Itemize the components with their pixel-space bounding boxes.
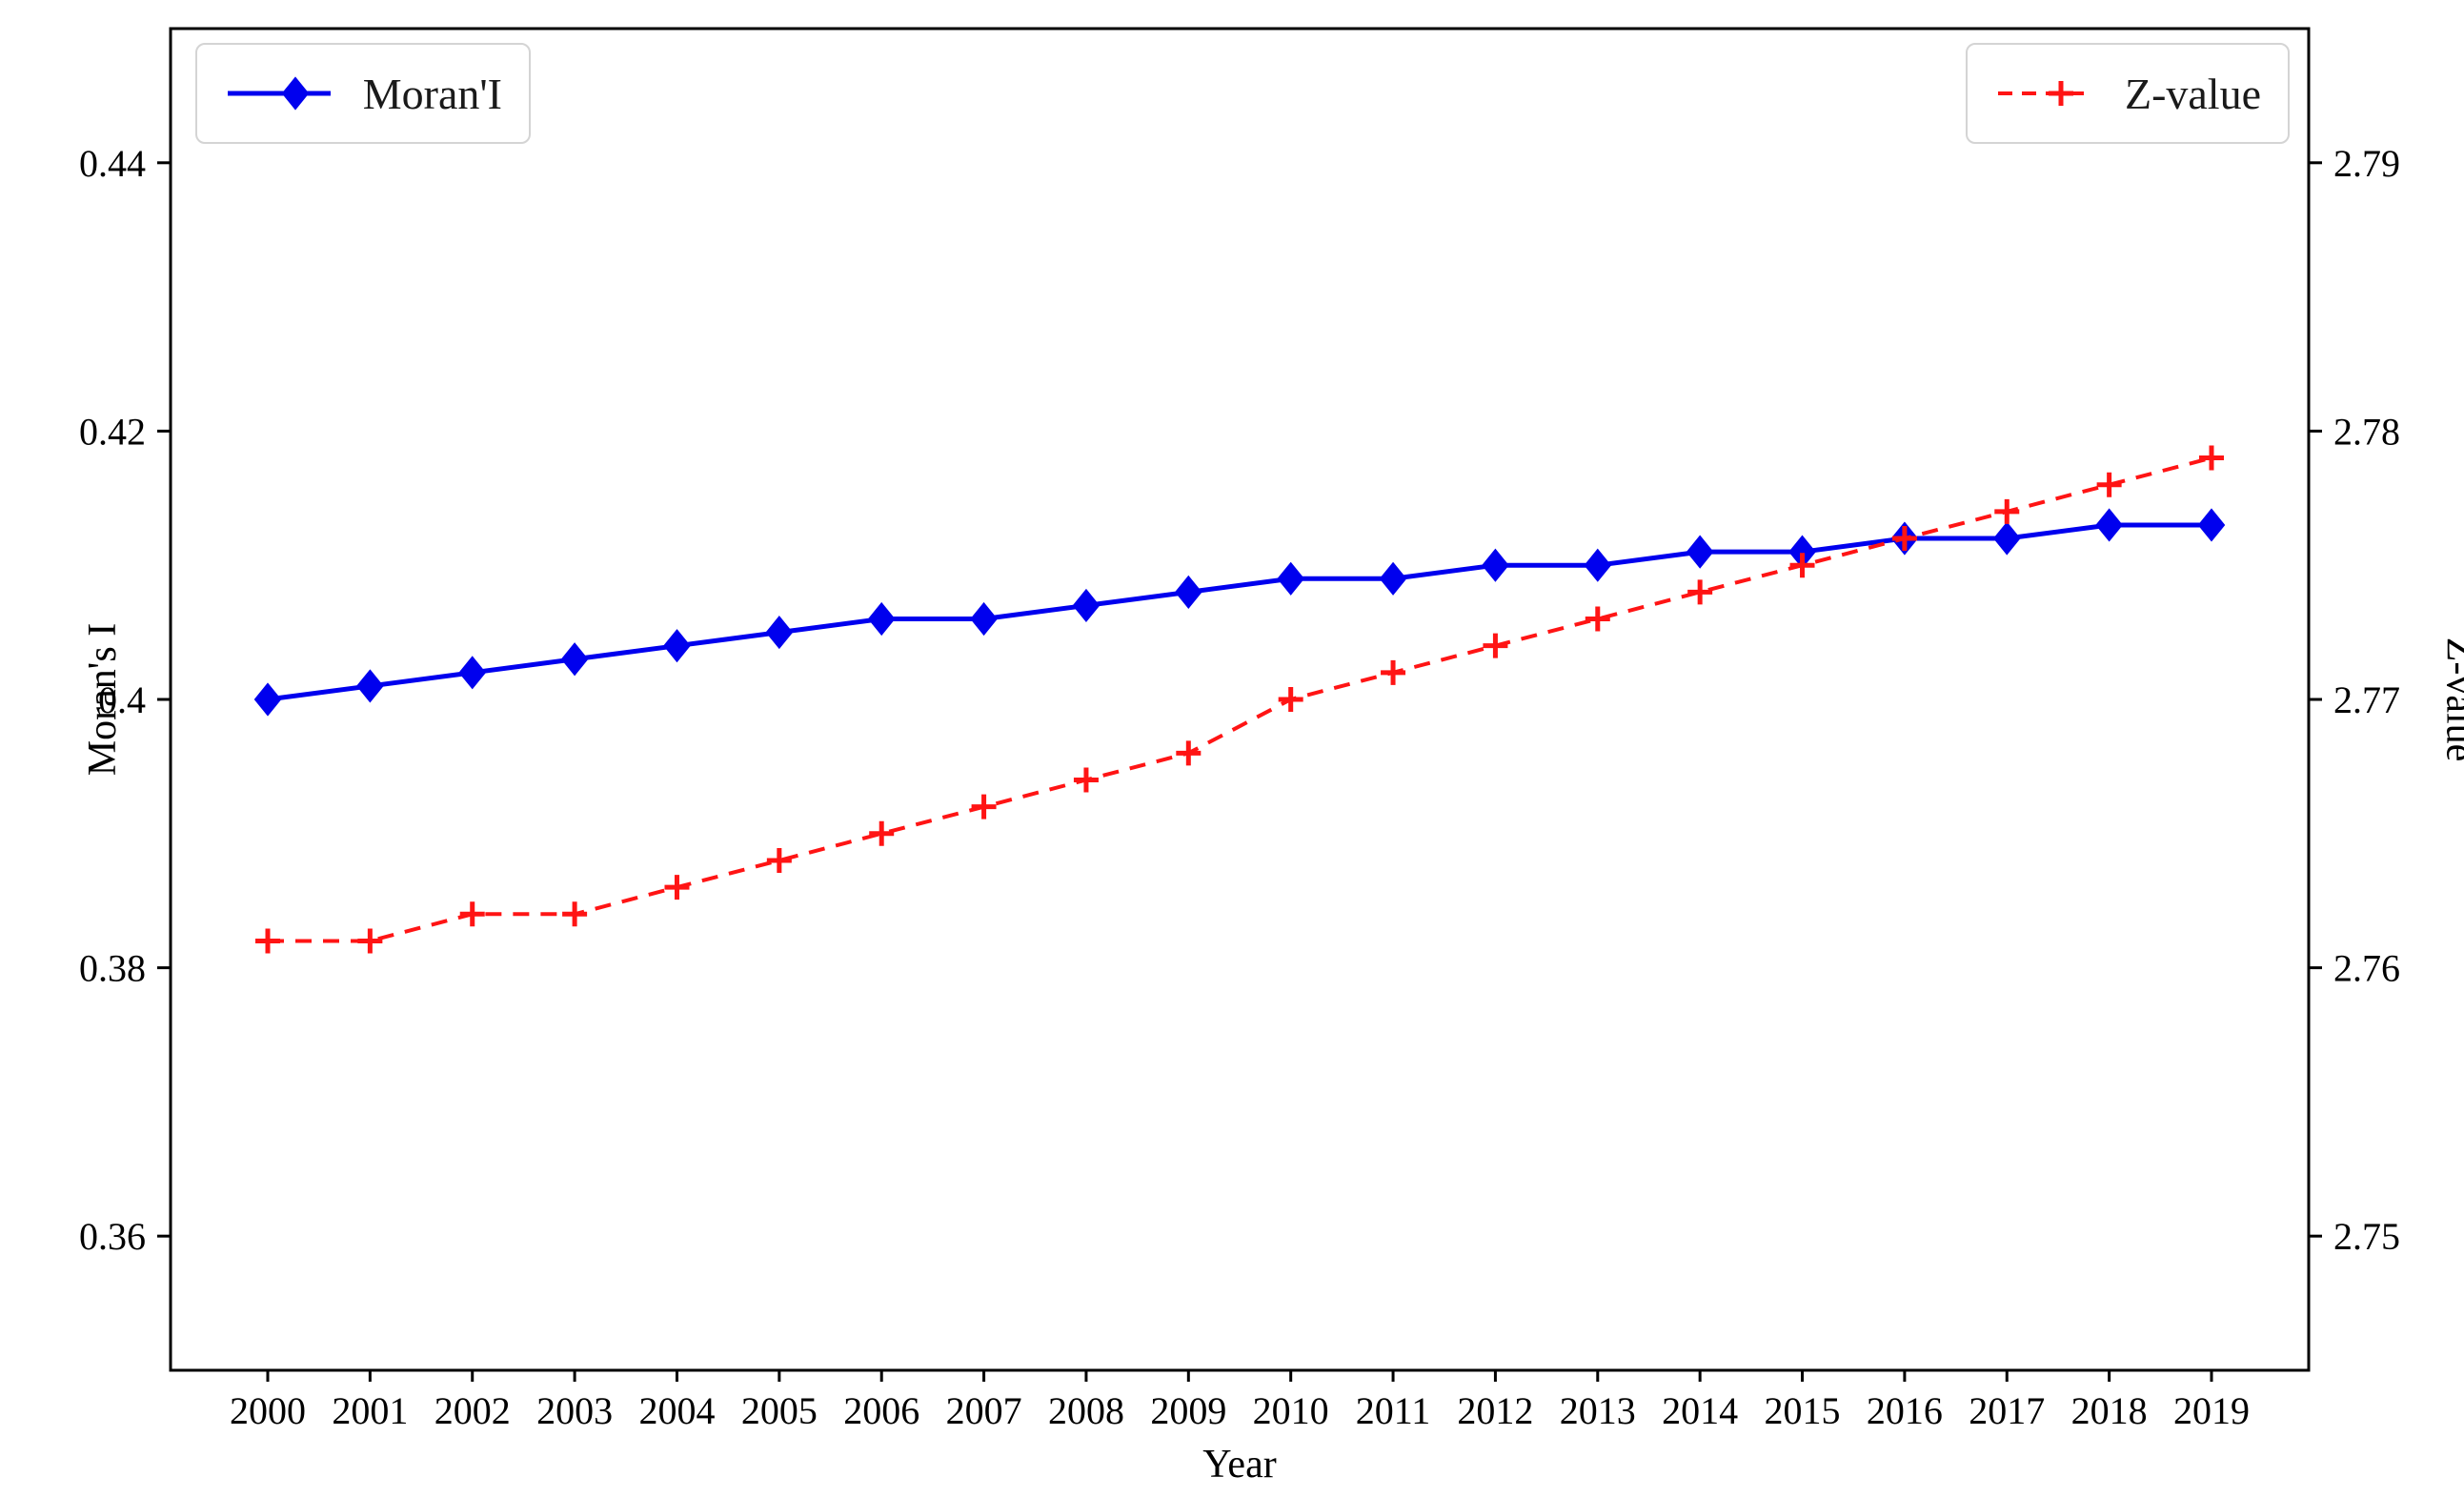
plus-marker — [255, 928, 280, 954]
plus-marker — [459, 901, 485, 927]
left-tick-label: 0.42 — [79, 410, 146, 453]
x-tick-label: 2012 — [1457, 1389, 1533, 1432]
plus-marker — [1278, 687, 1303, 712]
legend-morans-i: Moran'I — [195, 43, 531, 144]
plot-frame — [169, 27, 2311, 1372]
diamond-marker — [1277, 561, 1304, 596]
x-tick-label: 2003 — [536, 1389, 613, 1432]
diamond-marker — [1992, 521, 2021, 556]
x-tick-label: 2014 — [1662, 1389, 1738, 1432]
x-tick-label: 2004 — [638, 1389, 715, 1432]
plus-marker — [1073, 767, 1099, 793]
right-y-axis-label: Z-value — [2437, 637, 2464, 762]
diamond-marker — [1686, 535, 1714, 569]
diamond-marker — [253, 682, 282, 717]
diamond-marker — [970, 601, 998, 637]
right-tick-label: 2.75 — [2333, 1215, 2400, 1258]
x-tick-label: 2017 — [1969, 1389, 2045, 1432]
left-y-axis-label: Moran's I — [81, 622, 126, 777]
x-tick-label: 2008 — [1048, 1389, 1124, 1432]
series-morans-i — [253, 508, 2226, 717]
plus-marker — [1687, 579, 1713, 605]
legend-morans-i-label: Moran'I — [362, 69, 502, 118]
plus-marker — [664, 875, 690, 900]
diamond-marker — [1482, 548, 1509, 582]
x-tick-label: 2006 — [843, 1389, 919, 1432]
x-tick-label: 2019 — [2173, 1389, 2250, 1432]
diamond-marker — [663, 629, 691, 663]
plus-marker — [766, 847, 792, 873]
plus-marker — [1994, 498, 2020, 524]
series-line — [267, 522, 2212, 702]
left-tick-label: 0.36 — [79, 1215, 146, 1258]
plus-marker — [1585, 606, 1610, 632]
plus-marker — [357, 928, 383, 954]
x-tick-label: 2015 — [1765, 1389, 1841, 1432]
left-tick-label: 0.44 — [79, 142, 146, 185]
plus-marker — [562, 901, 588, 927]
x-tick-label: 2009 — [1150, 1389, 1226, 1432]
diamond-marker — [281, 76, 310, 111]
legend-z-value-label: Z-value — [2124, 69, 2261, 118]
diamond-marker — [1379, 561, 1407, 596]
x-tick-label: 2001 — [332, 1389, 408, 1432]
plus-marker — [2049, 81, 2073, 106]
x-tick-label: 2018 — [2071, 1389, 2148, 1432]
plus-marker — [2096, 472, 2122, 497]
diamond-marker — [2197, 508, 2226, 542]
diamond-marker — [2095, 508, 2123, 542]
left-tick-label: 0.4 — [98, 678, 146, 721]
plus-marker — [1381, 659, 1406, 685]
x-tick-label: 2005 — [741, 1389, 818, 1432]
right-tick-label: 2.76 — [2333, 947, 2400, 990]
diamond-marker — [1072, 588, 1101, 623]
right-tick-label: 2.77 — [2333, 678, 2400, 721]
legend-z-value: Z-value — [1966, 43, 2290, 144]
right-tick-label: 2.78 — [2333, 410, 2400, 453]
x-tick-label: 2016 — [1867, 1389, 1943, 1432]
plus-marker — [1891, 526, 1917, 552]
diamond-marker — [1175, 575, 1202, 609]
series-line — [268, 455, 2212, 943]
x-tick-label: 2011 — [1356, 1389, 1431, 1432]
x-tick-label: 2000 — [230, 1389, 306, 1432]
x-tick-label: 2013 — [1560, 1389, 1636, 1432]
right-tick-label: 2.79 — [2333, 142, 2400, 185]
plus-marker — [1176, 740, 1202, 766]
diamond-marker — [560, 642, 589, 677]
diamond-marker — [765, 616, 794, 650]
x-axis-label: Year — [1202, 1443, 1277, 1487]
left-tick-label: 0.38 — [79, 947, 146, 990]
diamond-marker — [458, 656, 487, 690]
plus-marker — [2199, 445, 2224, 471]
diamond-marker — [1584, 548, 1612, 582]
series-z-value — [255, 445, 2224, 954]
plus-marker — [1483, 633, 1508, 658]
plus-marker — [971, 794, 997, 819]
plus-marker — [869, 820, 895, 846]
x-tick-label: 2007 — [946, 1389, 1022, 1432]
legend-morans-i-line-sample — [228, 76, 331, 111]
diamond-marker — [867, 601, 896, 637]
plus-marker — [1789, 553, 1815, 578]
diamond-marker — [356, 669, 384, 703]
legend-z-value-line-sample — [1998, 81, 2092, 106]
x-tick-label: 2010 — [1253, 1389, 1329, 1432]
x-tick-label: 2002 — [434, 1389, 511, 1432]
